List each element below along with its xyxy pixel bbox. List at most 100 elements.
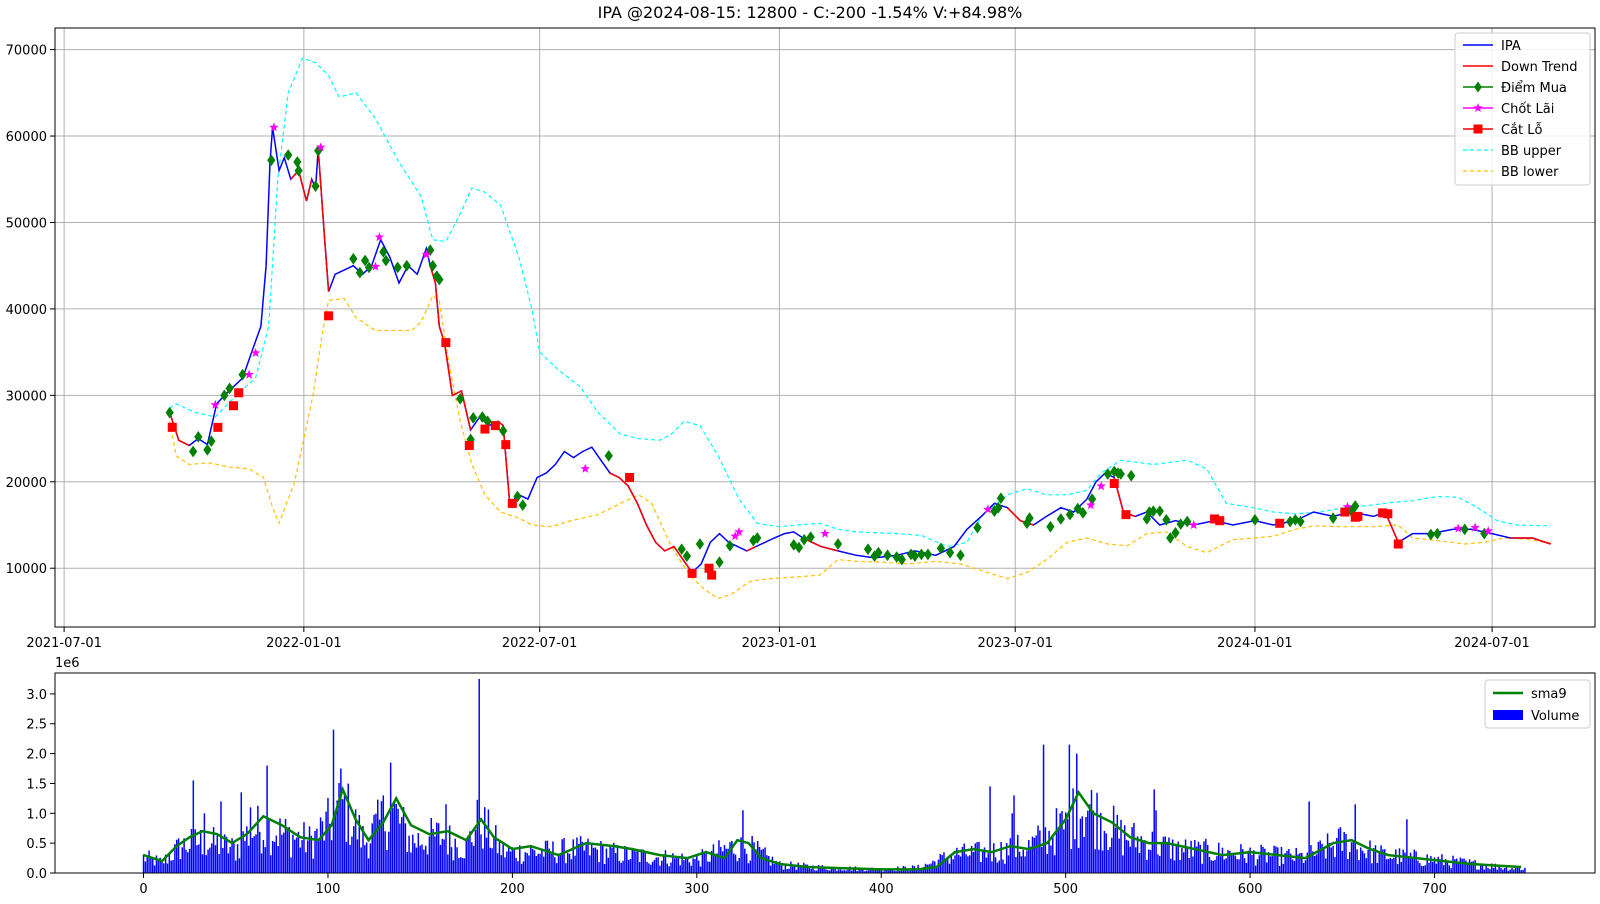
volume-bar: [1245, 862, 1248, 873]
volume-bar: [552, 841, 554, 873]
volume-bar: [522, 861, 525, 873]
stop-loss-marker: [167, 422, 177, 432]
volume-bar: [502, 844, 504, 873]
volume-bar: [146, 856, 148, 873]
volume-bar: [443, 839, 445, 873]
volume-bar: [1487, 868, 1489, 873]
volume-bar: [150, 856, 152, 873]
volume-bar: [1374, 845, 1377, 873]
volume-bar: [1177, 841, 1179, 873]
volume-bar: [465, 838, 468, 873]
volume-bar: [1088, 804, 1091, 873]
volume-bar: [1186, 847, 1189, 873]
volume-bar: [1352, 842, 1355, 873]
volume-bar: [1194, 840, 1196, 873]
volume-bar: [566, 852, 569, 873]
volume-bar: [957, 854, 960, 873]
volume-bar: [242, 831, 244, 873]
volume-bar: [1147, 849, 1150, 873]
volume-bar: [548, 848, 551, 873]
volume-bar: [1326, 833, 1329, 873]
volume-bar: [439, 844, 442, 873]
stop-loss-marker: [1109, 479, 1119, 489]
volume-bar: [594, 847, 597, 873]
volume-bar: [555, 863, 558, 873]
volume-bar: [1101, 850, 1104, 873]
volume-bar: [1319, 840, 1321, 873]
volume-bar: [312, 858, 314, 873]
volume-bar: [1302, 862, 1305, 873]
volume-bar: [815, 870, 818, 873]
volume-bar: [819, 868, 822, 873]
volume-bar: [384, 831, 386, 873]
volume-bar: [1380, 845, 1382, 873]
volume-bar: [910, 869, 912, 873]
volume-bar: [1035, 835, 1037, 873]
volume-bar: [426, 854, 429, 873]
buy-marker: [1065, 508, 1075, 521]
volume-bar: [1254, 865, 1257, 873]
volume-bar: [886, 869, 888, 873]
volume-bar: [1483, 869, 1486, 873]
volume-bar: [399, 823, 401, 873]
volume-bar: [1053, 855, 1056, 873]
volume-bar: [519, 845, 521, 873]
volume-bar: [483, 807, 486, 873]
volume-bar: [710, 850, 713, 873]
volume-bar: [672, 853, 674, 873]
stop-loss-marker: [707, 570, 717, 580]
volume-bar: [199, 829, 202, 873]
buy-marker: [1046, 520, 1055, 533]
volume-bar: [1214, 859, 1216, 873]
legend-label: Chốt Lãi: [1501, 102, 1554, 117]
volume-bar: [1219, 856, 1222, 873]
volume-bar: [1417, 860, 1419, 873]
volume-bar: [749, 860, 752, 873]
volume-bar: [561, 839, 563, 873]
stop-loss-marker: [213, 422, 223, 432]
stop-loss-marker: [1275, 518, 1285, 528]
volume-bar: [578, 843, 580, 873]
volume-bar: [1435, 863, 1438, 873]
volume-bar: [625, 848, 628, 873]
volume-bar: [1391, 858, 1393, 873]
volume-bar: [579, 836, 582, 873]
volume-bar: [1315, 854, 1318, 873]
volume-bar: [1033, 837, 1036, 873]
volume-bar: [1249, 847, 1251, 873]
bb-lower-line: [169, 295, 1551, 600]
volume-bar: [1354, 804, 1356, 873]
buy-marker: [469, 411, 478, 424]
volume-bar: [1411, 857, 1414, 873]
volume-bar: [876, 869, 879, 873]
volume-bar: [1422, 866, 1425, 873]
volume-bar: [1125, 839, 1128, 873]
volume-bar: [1236, 859, 1238, 873]
volume-bar: [1077, 847, 1080, 873]
stop-loss-marker: [1210, 514, 1220, 524]
volume-bar: [489, 847, 491, 873]
volume-bar: [456, 847, 458, 873]
volume-bar: [1055, 808, 1058, 873]
volume-bar: [1114, 827, 1117, 873]
volume-bar: [637, 851, 639, 873]
volume-bar: [1159, 856, 1161, 873]
buy-marker: [360, 254, 370, 267]
volume-bar: [528, 855, 530, 873]
volume-bar: [1361, 850, 1364, 873]
volume-bar: [1382, 849, 1384, 873]
volume-bar: [1273, 845, 1275, 873]
volume-bar: [887, 869, 890, 873]
volume-bar: [568, 853, 571, 873]
volume-bar: [993, 843, 995, 873]
volume-bar: [1378, 851, 1380, 873]
volume-bar: [153, 865, 156, 873]
volume-bar: [1205, 838, 1207, 873]
buy-marker: [863, 543, 873, 556]
volume-bar: [1195, 846, 1198, 873]
volume-bar: [1123, 825, 1126, 873]
volume-bar: [1476, 869, 1478, 873]
volume-bar: [1444, 859, 1447, 873]
volume-bar: [1511, 868, 1513, 873]
volume-bar: [592, 847, 595, 873]
